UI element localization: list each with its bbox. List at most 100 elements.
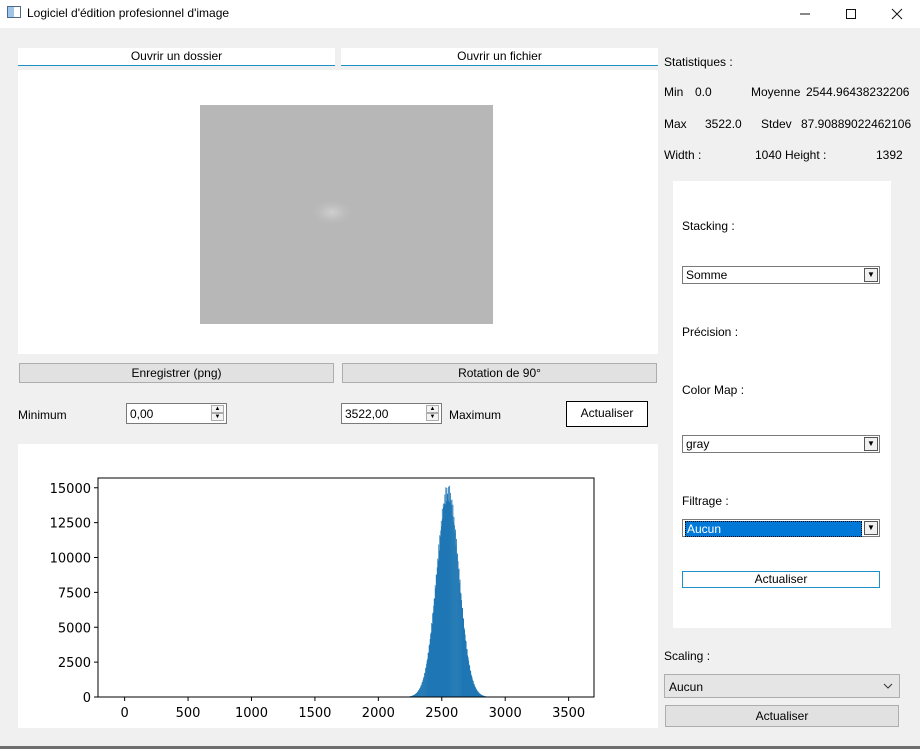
stat-stdev-label: Stdev <box>761 117 792 131</box>
histogram-bar <box>420 685 422 697</box>
histogram-bar <box>467 657 469 697</box>
histogram-bar <box>443 506 445 697</box>
histogram-bar <box>482 695 484 697</box>
histogram-bar <box>480 694 482 697</box>
histogram-bar <box>474 685 476 697</box>
histogram-bar <box>464 629 466 697</box>
histogram-bar <box>467 655 469 697</box>
scaling-select[interactable]: Aucun <box>664 674 900 698</box>
histogram-bar <box>477 691 479 697</box>
minimum-spinbox[interactable]: 0,00 ▲ ▼ <box>126 403 227 424</box>
filter-select[interactable]: Aucun ▼ <box>682 519 880 537</box>
range-update-button[interactable]: Actualiser <box>566 401 648 427</box>
filter-value: Aucun <box>685 521 862 537</box>
scaling-update-button[interactable]: Actualiser <box>665 705 899 727</box>
histogram-bar <box>440 530 442 697</box>
histogram-bar <box>459 582 460 697</box>
histogram-bar <box>425 667 427 697</box>
rotate-button[interactable]: Rotation de 90° <box>342 363 657 383</box>
close-icon[interactable] <box>874 0 920 28</box>
histogram-bar <box>418 690 419 697</box>
histogram-bar <box>461 600 462 697</box>
scaling-value: Aucun <box>669 680 704 694</box>
histogram-bar <box>458 568 460 697</box>
histogram-bar <box>462 619 464 697</box>
histogram-bar <box>456 554 458 697</box>
histogram-bar <box>411 695 413 697</box>
y-tick-label: 0 <box>83 691 91 706</box>
histogram-bar <box>438 550 440 697</box>
chevron-down-icon[interactable] <box>883 683 893 690</box>
maximum-label: Maximum <box>449 408 502 422</box>
histogram-bar <box>433 598 435 697</box>
histogram-bar <box>445 487 447 697</box>
maximum-value: 3522,00 <box>345 407 389 421</box>
open-folder-button[interactable]: Ouvrir un dossier <box>18 48 335 66</box>
spin-down-icon[interactable]: ▼ <box>211 413 224 421</box>
panel-update-button[interactable]: Actualiser <box>682 571 880 588</box>
stat-max-label: Max <box>664 117 687 131</box>
histogram-bar <box>476 690 478 697</box>
histogram-bar <box>440 520 442 697</box>
y-tick-label: 2500 <box>58 656 91 671</box>
histogram-bar <box>431 623 433 697</box>
stat-width-value: 1040 <box>755 148 782 162</box>
histogram-bar <box>468 664 470 697</box>
spin-up-icon[interactable]: ▲ <box>211 405 224 413</box>
app-icon <box>7 6 21 18</box>
histogram-bar <box>468 660 470 697</box>
colormap-select[interactable]: gray ▼ <box>682 435 880 453</box>
maximize-icon[interactable] <box>828 0 874 28</box>
dropdown-arrow-icon[interactable]: ▼ <box>864 268 878 282</box>
histogram-bar <box>458 569 459 697</box>
histogram-bar <box>462 608 463 697</box>
settings-panel <box>673 181 891 628</box>
stacking-select[interactable]: Somme ▼ <box>682 266 880 284</box>
dropdown-arrow-icon[interactable]: ▼ <box>864 437 878 451</box>
histogram-bar <box>437 560 439 697</box>
histogram-bar <box>475 687 477 697</box>
stacking-value: Somme <box>686 268 728 282</box>
y-tick-label: 5000 <box>58 621 91 636</box>
histogram-bar <box>477 692 479 697</box>
maximum-spinbox[interactable]: 3522,00 ▲ ▼ <box>341 403 442 424</box>
histogram-bar <box>417 691 419 697</box>
histogram-bar <box>465 641 467 697</box>
save-png-button[interactable]: Enregistrer (png) <box>19 363 334 383</box>
stats-title: Statistiques : <box>664 55 733 69</box>
x-tick-label: 1500 <box>298 706 331 721</box>
histogram-bar <box>464 634 466 697</box>
histogram-bar <box>463 618 465 697</box>
minimize-icon[interactable] <box>782 0 828 28</box>
histogram-bar <box>478 692 480 697</box>
histogram-bar <box>437 558 439 697</box>
precision-label: Précision : <box>682 325 739 339</box>
histogram-bar <box>416 693 417 697</box>
histogram-bar <box>451 499 453 697</box>
histogram-bar <box>445 501 447 697</box>
histogram-bar <box>447 486 449 697</box>
histogram-bar <box>479 693 481 697</box>
histogram-bar <box>460 592 461 697</box>
y-tick-label: 7500 <box>58 586 91 601</box>
x-tick-label: 500 <box>176 706 201 721</box>
histogram-bar <box>430 633 432 697</box>
dropdown-arrow-icon[interactable]: ▼ <box>864 521 878 535</box>
histogram-bar <box>438 544 440 697</box>
histogram-bar <box>476 689 478 697</box>
spin-down-icon[interactable]: ▼ <box>426 413 439 421</box>
open-file-button[interactable]: Ouvrir un fichier <box>341 48 658 66</box>
stat-mean-value: 2544.96438232206 <box>806 85 910 99</box>
histogram-bar <box>442 518 444 697</box>
histogram-bar <box>443 503 445 697</box>
histogram-bar <box>413 694 415 697</box>
spin-up-icon[interactable]: ▲ <box>426 405 439 413</box>
histogram-bar <box>454 532 456 697</box>
histogram-bar <box>452 515 453 697</box>
y-tick-label: 12500 <box>50 517 91 532</box>
histogram-bar <box>479 693 481 697</box>
histogram-bar <box>453 521 454 697</box>
histogram-bar <box>442 503 444 697</box>
histogram-bar <box>460 593 462 697</box>
histogram-bar <box>436 574 438 697</box>
